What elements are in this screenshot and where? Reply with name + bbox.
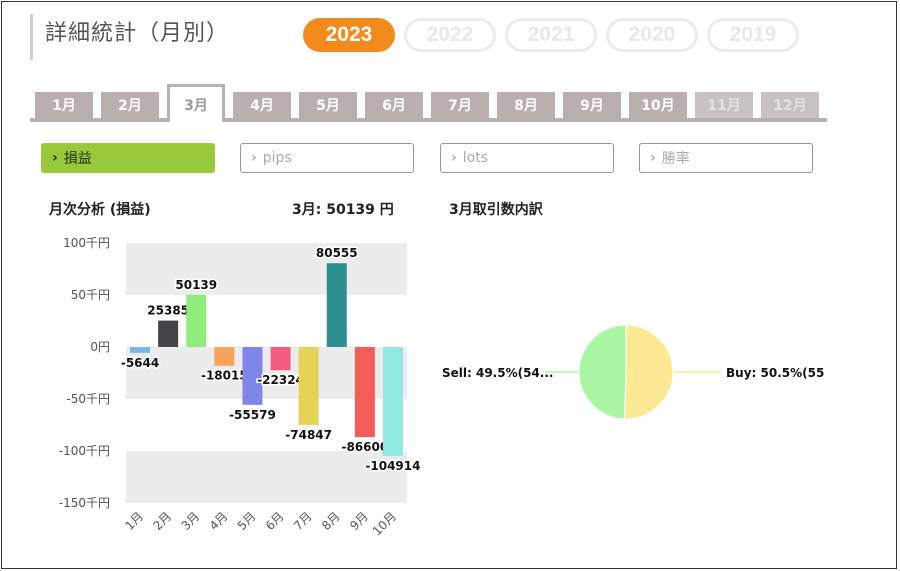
- metric-button-2[interactable]: › lots: [440, 143, 614, 173]
- year-button-2021[interactable]: 2021: [505, 18, 597, 52]
- bar-5月: [242, 347, 263, 405]
- x-tick-label: 4月: [207, 509, 231, 533]
- x-tick-label: 6月: [263, 509, 287, 533]
- tab-month-1[interactable]: 1月: [35, 92, 93, 118]
- trade-breakdown-title: 3月取引数内訳: [449, 202, 543, 218]
- y-tick-label: -150千円: [59, 496, 110, 510]
- x-tick-label: 9月: [347, 509, 371, 533]
- y-tick-label: 50千円: [71, 288, 110, 302]
- bar-10月: [382, 347, 403, 457]
- grid-band: [126, 451, 407, 503]
- x-tick-label: 5月: [235, 509, 259, 533]
- data-label: -5644: [121, 356, 159, 370]
- year-button-2023[interactable]: 2023: [303, 18, 395, 52]
- year-button-2019[interactable]: 2019: [707, 18, 799, 52]
- y-tick-label: 100千円: [63, 236, 110, 250]
- bar-8月: [326, 263, 347, 347]
- bar-9月: [354, 347, 375, 438]
- y-tick-label: -100千円: [59, 444, 110, 458]
- data-label: -22324: [257, 373, 304, 387]
- tab-month-5[interactable]: 5月: [299, 92, 357, 118]
- pie-label-buy: Buy: 50.5%(55: [726, 366, 824, 380]
- tab-month-11: 11月: [695, 92, 753, 118]
- title-bar: 詳細統計（月別）: [30, 14, 229, 60]
- metric-label: pips: [262, 150, 292, 166]
- bar-4月: [214, 347, 235, 366]
- month-tabs: 1月 2月 3月 4月 5月 6月 7月 8月 9月 10月 11月 12月: [30, 82, 827, 122]
- monthly-pl-bar-chart: 100千円 50千円 0円 -50千円 -100千円 -150千円 -5644 1月 25385…: [59, 236, 420, 538]
- year-button-2020[interactable]: 2020: [606, 18, 698, 52]
- x-tick-label: 10月: [370, 509, 399, 538]
- x-tick-label: 8月: [319, 509, 343, 533]
- bar-6月: [270, 347, 291, 371]
- data-label: 50139: [175, 278, 217, 292]
- chevron-right-icon: ›: [451, 150, 457, 166]
- metric-label: lots: [462, 150, 489, 166]
- x-tick-label: 1月: [122, 509, 146, 533]
- metric-button-1[interactable]: › pips: [240, 143, 414, 173]
- x-tick-label: 2月: [150, 509, 174, 533]
- data-label: -18015: [201, 369, 248, 383]
- bar-1月: [130, 347, 151, 353]
- tab-month-2[interactable]: 2月: [101, 92, 159, 118]
- metric-label: 勝率: [661, 151, 690, 167]
- data-label: -55579: [229, 408, 276, 422]
- data-label: -104914: [365, 459, 420, 473]
- tab-month-7[interactable]: 7月: [431, 92, 489, 118]
- year-button-2022[interactable]: 2022: [404, 18, 496, 52]
- metric-button-0[interactable]: › 損益: [41, 143, 215, 173]
- trade-breakdown-pie-chart: Buy: 50.5%(55 Sell: 49.5%(54...: [442, 324, 824, 420]
- pie-slice-1: [578, 324, 627, 420]
- metric-label: 損益: [63, 151, 92, 167]
- tab-month-10[interactable]: 10月: [629, 92, 687, 118]
- grid-band: [126, 243, 407, 295]
- tab-month-12: 12月: [761, 92, 819, 118]
- year-selector: 2023 2022 2021 2020 2019: [303, 18, 799, 52]
- chevron-right-icon: ›: [251, 150, 257, 166]
- y-tick-label: -50千円: [66, 392, 110, 406]
- metric-button-3[interactable]: › 勝率: [639, 143, 813, 173]
- tab-month-6[interactable]: 6月: [365, 92, 423, 118]
- chevron-right-icon: ›: [52, 150, 58, 166]
- bar-7月: [298, 347, 319, 425]
- monthly-analysis-title: 月次分析 (損益): [49, 202, 151, 218]
- x-tick-label: 3月: [179, 509, 203, 533]
- bar-2月: [158, 320, 179, 347]
- monthly-summary: 3月: 50139 円: [292, 202, 394, 218]
- y-tick-label: 0円: [90, 340, 110, 354]
- data-label: -74847: [285, 428, 332, 442]
- tab-month-4[interactable]: 4月: [233, 92, 291, 118]
- page-title: 詳細統計（月別）: [45, 21, 230, 46]
- bar-3月: [186, 294, 207, 347]
- x-tick-label: 7月: [291, 509, 315, 533]
- tab-month-3[interactable]: 3月: [167, 84, 225, 122]
- data-label: 25385: [147, 304, 189, 318]
- pie-label-sell: Sell: 49.5%(54...: [442, 366, 553, 380]
- tab-month-8[interactable]: 8月: [497, 92, 555, 118]
- chevron-right-icon: ›: [650, 150, 656, 166]
- data-label: 80555: [316, 246, 358, 260]
- pie-slice-0: [624, 324, 674, 420]
- data-label: -86600: [341, 440, 388, 454]
- tab-month-9[interactable]: 9月: [563, 92, 621, 118]
